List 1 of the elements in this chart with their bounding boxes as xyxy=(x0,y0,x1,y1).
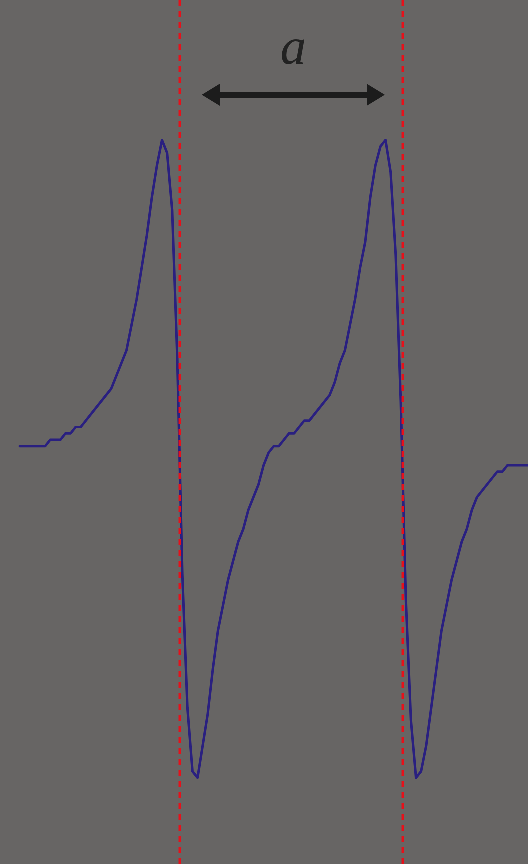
text: a xyxy=(280,19,307,76)
